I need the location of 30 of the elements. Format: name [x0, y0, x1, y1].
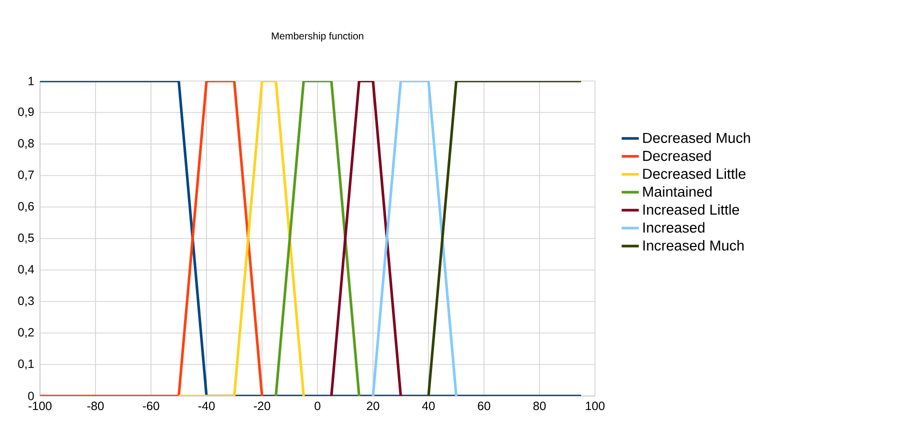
y-tick-label: 1 [28, 76, 34, 86]
y-tick-label: 0,9 [18, 108, 34, 118]
legend-label: Increased [643, 222, 704, 233]
x-tick-label: 40 [422, 402, 435, 410]
y-tick-label: 0,3 [18, 296, 34, 306]
y-tick-label: 0,8 [18, 139, 34, 149]
legend-label: Decreased Much [643, 132, 750, 144]
x-tick-label: 80 [533, 402, 546, 410]
y-tick-label: 0 [28, 392, 34, 400]
x-tick-label: 60 [478, 402, 490, 410]
legend-label: Increased Much [643, 240, 744, 251]
x-tick-label: -80 [87, 402, 104, 410]
x-tick-label: 0 [314, 402, 320, 410]
y-tick-label: 0,6 [18, 202, 34, 212]
x-tick-label: -60 [142, 402, 160, 410]
x-tick-label: 100 [586, 402, 605, 410]
x-tick-label: -100 [28, 402, 52, 410]
x-tick-label: -40 [198, 402, 215, 410]
y-tick-label: 0,1 [18, 360, 34, 370]
y-tick-label: 0,4 [18, 265, 34, 275]
legend-label: Maintained [643, 186, 712, 197]
x-tick-label: -20 [254, 402, 270, 410]
legend-label: Decreased Little [643, 168, 746, 179]
y-tick-label: 0,2 [18, 328, 34, 338]
legend-label: Increased Little [643, 204, 740, 215]
legend-label: Decreased [643, 150, 711, 161]
y-tick-label: 0,5 [18, 234, 34, 244]
y-tick-label: 0,7 [18, 170, 34, 180]
x-tick-label: 20 [366, 402, 380, 410]
chart-title: Membership function [272, 32, 364, 42]
